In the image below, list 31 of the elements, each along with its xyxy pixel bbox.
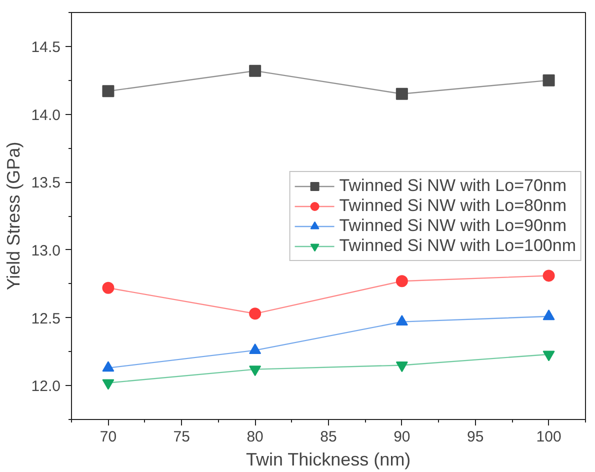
- y-tick-label: 13.5: [31, 174, 61, 192]
- legend-label: Twinned Si NW with Lo=70nm: [339, 176, 567, 196]
- x-tick-label: 95: [467, 428, 484, 446]
- x-tick-label: 70: [100, 428, 117, 446]
- point: [542, 74, 555, 86]
- point: [102, 85, 114, 98]
- point: [249, 343, 262, 354]
- point: [102, 361, 114, 372]
- y-tick-label: 12.5: [31, 310, 61, 328]
- x-axis-title: Twin Thickness (nm): [246, 450, 411, 470]
- point: [396, 88, 408, 100]
- point: [102, 282, 114, 294]
- point: [249, 64, 262, 77]
- point: [542, 310, 555, 320]
- point: [396, 275, 408, 288]
- x-tick-label: 75: [173, 428, 190, 446]
- legend-label: Twinned Si NW with Lo=100nm: [339, 236, 576, 256]
- y-axis-title: Yield Stress (GPa): [3, 142, 24, 290]
- x-tick-label: 100: [536, 428, 562, 446]
- y-tick-label: 13.0: [31, 242, 61, 260]
- x-tick-label: 80: [246, 428, 264, 446]
- x-tick-label: 90: [394, 428, 410, 446]
- y-tick-label: 14.5: [31, 38, 61, 56]
- legend-label: Twinned Si NW with Lo=80nm: [339, 196, 567, 216]
- point: [396, 314, 408, 326]
- point: [249, 308, 262, 320]
- x-tick-label: 85: [320, 428, 337, 446]
- point: [542, 270, 555, 282]
- y-tick-label: 14.0: [31, 106, 61, 124]
- y-tick-label: 12.0: [31, 378, 61, 396]
- legend-label: Twinned Si NW with Lo=90nm: [339, 216, 567, 236]
